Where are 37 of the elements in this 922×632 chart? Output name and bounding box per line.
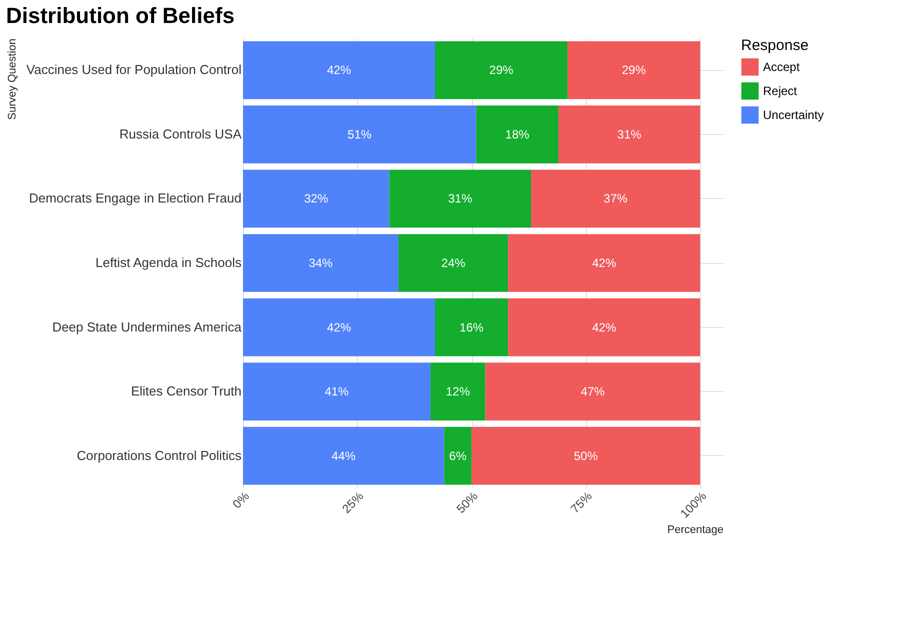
data-label: 42%	[592, 320, 616, 334]
y-tick-label: Corporations Control Politics	[76, 448, 242, 463]
data-label: 42%	[326, 63, 352, 78]
data-label: 16%	[460, 320, 484, 334]
data-label: 29%	[622, 63, 646, 78]
data-label: 18%	[505, 127, 530, 142]
data-label: 31%	[617, 127, 642, 142]
x-tick-label: 0%	[230, 488, 252, 512]
data-label: 42%	[592, 256, 616, 270]
chart-title: Distribution of Beliefs	[6, 3, 235, 28]
legend-label: Reject	[763, 84, 798, 98]
y-tick-label: Vaccines Used for Population Control	[26, 62, 242, 78]
data-label: 41%	[324, 384, 350, 399]
data-label: 24%	[441, 256, 466, 270]
legend-label: Accept	[763, 60, 800, 74]
y-tick-label: Elites Censor Truth	[130, 384, 242, 399]
data-label: 29%	[489, 63, 514, 78]
data-label: 12%	[446, 384, 470, 399]
y-tick-label: Russia Controls USA	[119, 126, 242, 142]
x-tick-label: 75%	[568, 488, 596, 516]
y-tick-label: Democrats Engage in Election Fraud	[29, 190, 242, 206]
y-tick-label: Leftist Agenda in Schools	[96, 255, 242, 270]
data-label: 50%	[574, 448, 598, 463]
legend-label: Uncertainty	[763, 108, 824, 122]
data-label: 34%	[308, 256, 334, 270]
data-label: 37%	[604, 192, 628, 206]
y-axis-title: Survey Question	[6, 38, 18, 120]
x-axis-title: Percentage	[667, 524, 724, 536]
legend-title: Response	[741, 37, 809, 54]
y-tick-label: Deep State Undermines America	[52, 319, 242, 334]
data-label: 32%	[304, 192, 328, 206]
data-label: 51%	[348, 127, 372, 142]
data-label: 42%	[326, 320, 352, 334]
data-label: 44%	[332, 448, 356, 463]
data-label: 47%	[580, 384, 606, 399]
data-label: 31%	[448, 192, 472, 206]
data-label: 6%	[449, 448, 467, 463]
